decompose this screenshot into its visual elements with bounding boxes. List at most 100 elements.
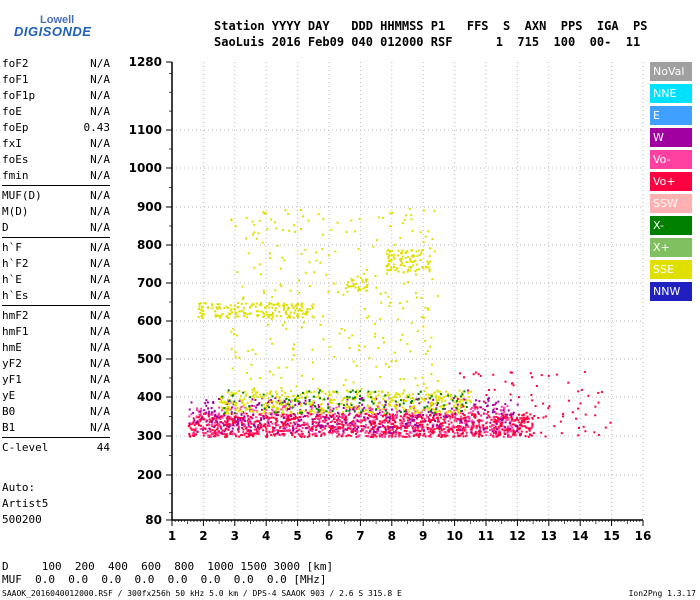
echo-point xyxy=(234,304,237,307)
echo-point xyxy=(416,409,419,412)
echo-point xyxy=(276,244,279,247)
echo-point xyxy=(449,410,452,413)
echo-point xyxy=(298,291,301,294)
echo-point xyxy=(271,312,274,314)
echo-point xyxy=(341,402,343,405)
echo-point xyxy=(350,219,353,222)
echo-point xyxy=(358,288,361,291)
echo-point xyxy=(386,269,389,272)
echo-point xyxy=(304,427,307,430)
echo-point xyxy=(214,435,217,437)
param-value: N/A xyxy=(90,89,110,102)
echo-point xyxy=(428,270,431,273)
echo-point xyxy=(414,259,417,262)
echo-point xyxy=(242,298,244,300)
echo-point xyxy=(355,436,358,438)
echo-point xyxy=(366,392,369,394)
echo-point xyxy=(504,426,507,429)
echo-point xyxy=(231,367,234,370)
echo-point xyxy=(265,435,267,438)
echo-point xyxy=(210,423,213,426)
echo-point xyxy=(330,425,333,428)
echo-point xyxy=(385,431,387,434)
param-row: h`Es N/A xyxy=(2,288,110,304)
echo-point xyxy=(211,418,214,421)
echo-point xyxy=(524,435,527,438)
echo-point xyxy=(200,417,203,420)
echo-point xyxy=(355,396,358,398)
echo-point xyxy=(396,393,399,396)
echo-point xyxy=(367,414,370,417)
echo-point xyxy=(374,332,377,335)
echo-point xyxy=(349,391,352,394)
echo-point xyxy=(436,403,439,406)
echo-point xyxy=(354,422,357,425)
y-tick-label: 600 xyxy=(137,314,162,328)
echo-point xyxy=(362,399,365,402)
echo-point xyxy=(320,424,323,427)
echo-point xyxy=(373,335,376,338)
echo-point xyxy=(233,392,236,395)
echo-point xyxy=(370,411,372,414)
echo-point xyxy=(205,411,208,414)
echo-point xyxy=(199,410,202,413)
echo-point xyxy=(502,435,505,438)
legend-item-sse: SSE xyxy=(650,260,692,279)
echo-point xyxy=(229,417,232,420)
echo-point xyxy=(426,426,429,429)
echo-point xyxy=(251,404,254,407)
echo-point xyxy=(365,430,368,433)
echo-point xyxy=(384,428,387,431)
echo-point xyxy=(301,302,303,305)
echo-point xyxy=(461,421,463,424)
echo-point xyxy=(254,425,257,428)
echo-point xyxy=(225,305,228,308)
echo-point xyxy=(364,417,367,420)
legend-item-nnw: NNW xyxy=(650,282,692,301)
echo-point xyxy=(308,433,311,436)
echo-point xyxy=(245,407,248,410)
echo-point xyxy=(507,425,510,428)
echo-point xyxy=(474,430,477,433)
echo-point xyxy=(528,433,531,436)
echo-point xyxy=(240,406,243,409)
echo-point xyxy=(420,396,423,399)
echo-point xyxy=(413,407,415,409)
echo-point xyxy=(509,422,512,425)
echo-point xyxy=(441,429,443,432)
echo-point xyxy=(271,406,274,408)
echo-point xyxy=(351,420,354,423)
echo-point xyxy=(567,399,570,402)
echo-point xyxy=(479,430,482,433)
echo-point xyxy=(352,421,355,424)
echo-point xyxy=(239,408,242,411)
echo-point xyxy=(305,395,308,398)
echo-point xyxy=(250,422,253,425)
echo-point xyxy=(322,409,325,411)
echo-point xyxy=(509,371,512,374)
echo-point xyxy=(349,402,352,405)
echo-point xyxy=(398,435,401,438)
echo-point xyxy=(260,395,263,398)
echo-point xyxy=(263,403,265,406)
echo-point xyxy=(441,397,444,400)
echo-point xyxy=(525,411,528,414)
echo-point xyxy=(372,428,375,431)
echo-point xyxy=(269,337,272,340)
echo-point xyxy=(500,425,503,428)
echo-point xyxy=(237,302,240,304)
echo-point xyxy=(300,435,303,438)
echo-point xyxy=(374,431,377,433)
echo-point xyxy=(270,421,273,423)
echo-point xyxy=(284,312,287,315)
echo-point xyxy=(415,296,418,299)
echo-point xyxy=(454,395,457,398)
echo-point xyxy=(333,412,336,415)
header-values: SaoLuis 2016 Feb09 040 012000 RSF 1 715 … xyxy=(214,35,641,49)
echo-point xyxy=(207,415,210,418)
echo-point xyxy=(308,308,311,311)
echo-point xyxy=(430,401,433,404)
echo-point xyxy=(226,314,229,317)
echo-point xyxy=(425,387,428,390)
echo-point xyxy=(283,305,285,308)
